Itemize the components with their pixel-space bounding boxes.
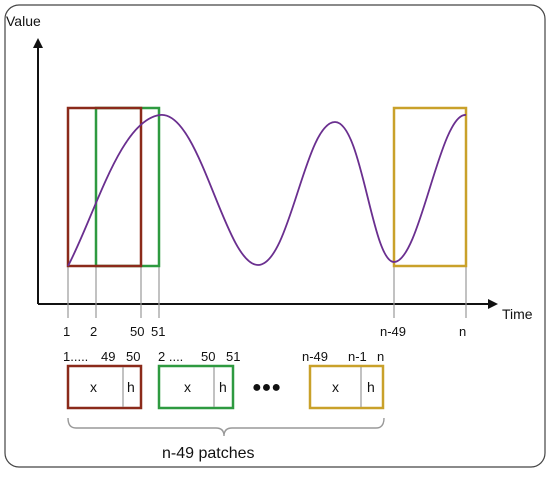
patch-ellipsis: ●●● [252, 379, 281, 396]
tick-label-50: 50 [130, 324, 144, 339]
patches-brace [67, 417, 385, 437]
patch-1-index-end: 50 [126, 349, 140, 364]
outer-frame [4, 4, 546, 468]
patch-2-x-label: x [184, 379, 191, 395]
patch-n: n-49 n-1 n x h [302, 349, 385, 410]
tick-label-51: 51 [151, 324, 165, 339]
patch-2-box [157, 364, 235, 410]
patch-1: 1..... 49 50 x h [63, 349, 143, 410]
window-patch-n [392, 106, 468, 268]
patch-1-h-label: h [127, 379, 135, 395]
y-axis-label: Value [6, 13, 41, 29]
patch-1-box [66, 364, 143, 410]
tick-label-2: 2 [90, 324, 97, 339]
patch-1-x-label: x [90, 379, 97, 395]
patch-1-index-mid: 49 [101, 349, 115, 364]
patch-1-index-start: 1..... [63, 349, 88, 364]
patch-n-box [308, 364, 385, 410]
window-patch-2 [94, 106, 161, 268]
time-guides [67, 266, 467, 318]
window-patch-1 [66, 106, 143, 268]
patch-2-index-mid: 50 [201, 349, 215, 364]
x-axis-label: Time [502, 306, 533, 322]
patch-2-h-label: h [219, 379, 227, 395]
brace-caption: n-49 patches [162, 445, 255, 462]
tick-label-n-49: n-49 [380, 324, 406, 339]
tick-label-1: 1 [63, 324, 70, 339]
patch-n-index-mid: n-1 [348, 349, 367, 364]
patch-n-index-end: n [377, 349, 384, 364]
patch-2: 2 .... 50 51 x h [157, 349, 240, 410]
patch-n-index-start: n-49 [302, 349, 328, 364]
patch-2-index-start: 2 .... [158, 349, 183, 364]
patch-2-index-end: 51 [226, 349, 240, 364]
patch-n-x-label: x [332, 379, 339, 395]
time-series-curve [67, 114, 467, 267]
patch-n-h-label: h [367, 379, 375, 395]
tick-label-n: n [459, 324, 466, 339]
